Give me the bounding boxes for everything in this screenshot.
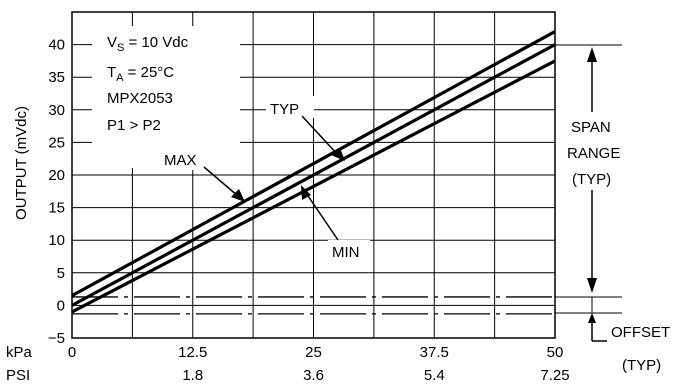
span-label-line2: RANGE bbox=[567, 145, 620, 162]
span-label-line1: SPAN bbox=[571, 119, 611, 136]
series-label-typ: TYP bbox=[270, 101, 299, 118]
y-axis-label: OUTPUT (mVdc) bbox=[13, 106, 30, 220]
offset-label-line1: OFFSET bbox=[611, 324, 670, 341]
x-axis-kpa-name: kPa bbox=[6, 344, 33, 361]
x-tick-label-kpa: 37.5 bbox=[420, 344, 449, 361]
offset-band-lines bbox=[72, 296, 555, 315]
condition-ta: TA = 25°C bbox=[107, 64, 174, 84]
y-tick-label: 40 bbox=[48, 37, 65, 54]
series-line-max bbox=[71, 30, 556, 298]
y-tick-label: 20 bbox=[48, 167, 65, 184]
condition-part: MPX2053 bbox=[107, 90, 173, 107]
offset-marker bbox=[555, 296, 622, 342]
x-tick-label-psi: 5.4 bbox=[424, 367, 445, 384]
series-label-min: MIN bbox=[332, 244, 360, 261]
y-tick-label: 10 bbox=[48, 232, 65, 249]
y-tick-label: 15 bbox=[48, 200, 65, 217]
series-line-typ bbox=[71, 43, 556, 307]
x-tick-label-psi: 1.8 bbox=[182, 367, 203, 384]
x-tick-label-psi: 7.25 bbox=[540, 367, 569, 384]
x-tick-labels: 0 12.5 25 37.5 50 1.8 3.6 5.4 7.25 bbox=[68, 344, 570, 384]
span-range-marker bbox=[555, 44, 622, 293]
typ-label-bg bbox=[266, 96, 314, 118]
span-label-line3: (TYP) bbox=[572, 171, 611, 188]
x-tick-label-kpa: 12.5 bbox=[178, 344, 207, 361]
typ-leader-arrow bbox=[301, 115, 345, 161]
series-label-max: MAX bbox=[164, 152, 197, 169]
y-tick-label: 5 bbox=[57, 265, 65, 282]
x-axis-psi-name: PSI bbox=[6, 367, 30, 384]
series-lines bbox=[71, 30, 556, 314]
y-tick-label: 25 bbox=[48, 134, 65, 151]
plot-border bbox=[71, 11, 556, 339]
max-leader-arrow bbox=[203, 166, 245, 202]
x-tick-label-psi: 3.6 bbox=[303, 367, 324, 384]
x-tick-label-kpa: 50 bbox=[547, 344, 564, 361]
min-leader-arrow bbox=[301, 185, 339, 241]
conditions-box bbox=[92, 26, 240, 168]
plot-frame bbox=[71, 11, 556, 339]
y-tick-label: −5 bbox=[48, 330, 65, 347]
condition-pressure: P1 > P2 bbox=[107, 117, 161, 134]
min-label-bg bbox=[328, 240, 370, 262]
x-tick-label-kpa: 0 bbox=[68, 344, 76, 361]
x-tick-label-kpa: 25 bbox=[305, 344, 322, 361]
y-tick-labels: −5 0 5 10 15 20 25 30 35 40 bbox=[48, 37, 65, 347]
y-tick-label: 35 bbox=[48, 69, 65, 86]
condition-vs: VS = 10 Vdc bbox=[107, 34, 189, 54]
y-tick-label: 0 bbox=[57, 297, 65, 314]
max-label-bg bbox=[160, 148, 206, 170]
offset-label-line2: (TYP) bbox=[622, 357, 661, 374]
series-line-min bbox=[71, 59, 556, 314]
y-tick-label: 30 bbox=[48, 102, 65, 119]
